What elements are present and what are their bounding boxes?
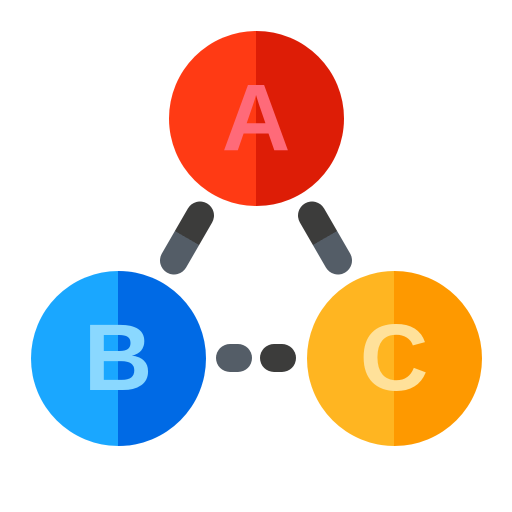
node-c: C xyxy=(307,271,482,446)
node-label: A xyxy=(222,71,291,166)
edge-dash xyxy=(260,344,296,372)
node-a: A xyxy=(169,31,344,206)
diagram-stage: A B C xyxy=(0,0,512,512)
node-label: C xyxy=(360,311,429,406)
edge-a-c xyxy=(293,196,357,279)
node-label: B xyxy=(84,311,153,406)
edge-a-b xyxy=(155,196,219,279)
node-b: B xyxy=(31,271,206,446)
edge-dash xyxy=(216,344,252,372)
